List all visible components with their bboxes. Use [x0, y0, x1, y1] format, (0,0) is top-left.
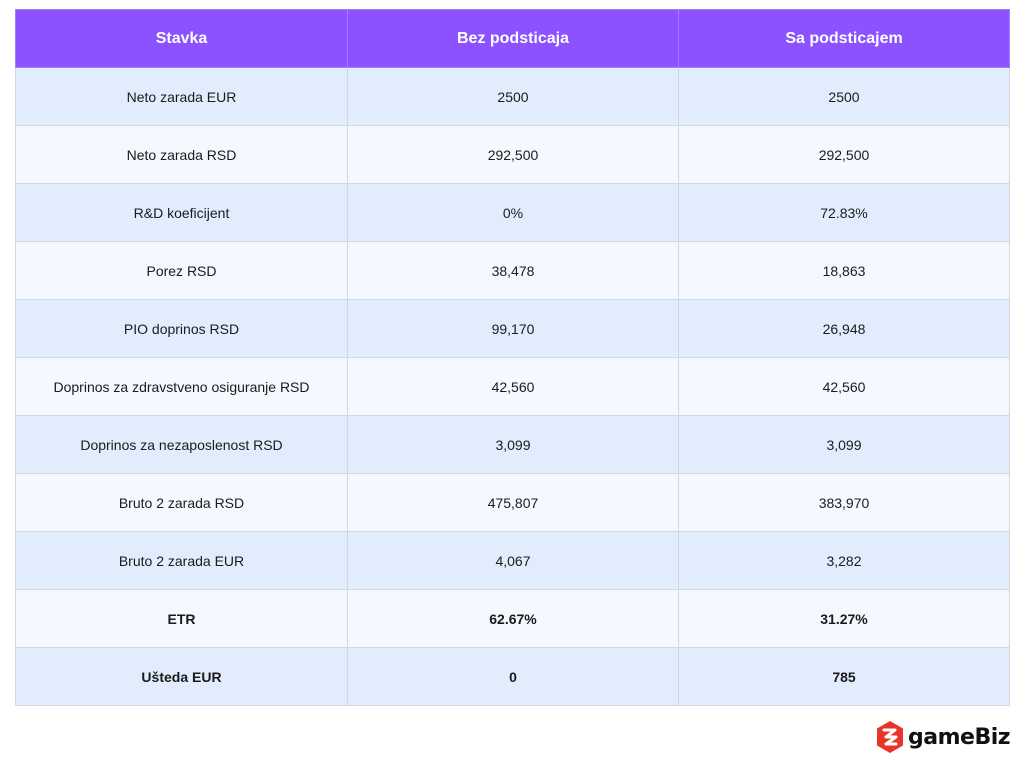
row-label: Bruto 2 zarada RSD [15, 473, 348, 532]
gamebiz-logo: gameBiz [875, 719, 1011, 755]
table-row-etr: ETR 62.67% 31.27% [15, 589, 1010, 648]
row-value-without: 3,099 [347, 415, 679, 474]
row-label: Neto zarada EUR [15, 67, 348, 126]
row-value-with: 3,282 [678, 531, 1010, 590]
row-value-without: 99,170 [347, 299, 679, 358]
table-row: Neto zarada EUR 2500 2500 [15, 67, 1010, 126]
row-label: Doprinos za nezaposlenost RSD [15, 415, 348, 474]
comparison-table: Stavka Bez podsticaja Sa podsticajem Net… [15, 9, 1010, 706]
row-value-with: 785 [678, 647, 1010, 706]
row-value-without: 38,478 [347, 241, 679, 300]
row-value-with: 383,970 [678, 473, 1010, 532]
row-label: Ušteda EUR [15, 647, 348, 706]
row-label: ETR [15, 589, 348, 648]
row-value-without: 4,067 [347, 531, 679, 590]
row-value-with: 72.83% [678, 183, 1010, 242]
row-value-without: 475,807 [347, 473, 679, 532]
row-value-with: 31.27% [678, 589, 1010, 648]
row-value-without: 62.67% [347, 589, 679, 648]
gamebiz-logo-text: gameBiz [908, 724, 1011, 750]
table-row: Bruto 2 zarada EUR 4,067 3,282 [15, 531, 1010, 590]
table-row: Doprinos za zdravstveno osiguranje RSD 4… [15, 357, 1010, 416]
table-row: PIO doprinos RSD 99,170 26,948 [15, 299, 1010, 358]
row-value-with: 18,863 [678, 241, 1010, 300]
row-value-without: 0% [347, 183, 679, 242]
table-row: Porez RSD 38,478 18,863 [15, 241, 1010, 300]
row-label: Doprinos za zdravstveno osiguranje RSD [15, 357, 348, 416]
row-label: Porez RSD [15, 241, 348, 300]
row-value-with: 292,500 [678, 125, 1010, 184]
row-value-with: 42,560 [678, 357, 1010, 416]
row-value-without: 292,500 [347, 125, 679, 184]
row-value-with: 3,099 [678, 415, 1010, 474]
gamebiz-logo-icon [875, 720, 905, 754]
header-sa-podsticajem: Sa podsticajem [678, 9, 1010, 68]
table-header-row: Stavka Bez podsticaja Sa podsticajem [15, 9, 1010, 68]
row-value-with: 2500 [678, 67, 1010, 126]
table-row: Neto zarada RSD 292,500 292,500 [15, 125, 1010, 184]
row-label: Bruto 2 zarada EUR [15, 531, 348, 590]
row-value-with: 26,948 [678, 299, 1010, 358]
row-label: Neto zarada RSD [15, 125, 348, 184]
row-value-without: 2500 [347, 67, 679, 126]
row-value-without: 0 [347, 647, 679, 706]
header-stavka: Stavka [15, 9, 348, 68]
header-bez-podsticaja: Bez podsticaja [347, 9, 679, 68]
table-row: Bruto 2 zarada RSD 475,807 383,970 [15, 473, 1010, 532]
table-row: R&D koeficijent 0% 72.83% [15, 183, 1010, 242]
row-label: PIO doprinos RSD [15, 299, 348, 358]
table-row: Doprinos za nezaposlenost RSD 3,099 3,09… [15, 415, 1010, 474]
row-label: R&D koeficijent [15, 183, 348, 242]
row-value-without: 42,560 [347, 357, 679, 416]
table-row-savings: Ušteda EUR 0 785 [15, 647, 1010, 706]
